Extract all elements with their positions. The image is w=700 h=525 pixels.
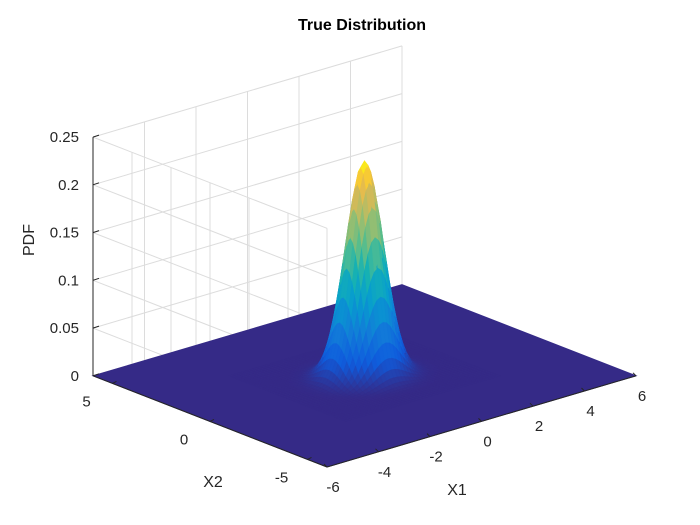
- y-axis-label: X2: [203, 474, 223, 491]
- y-tick-label: 5: [82, 393, 90, 410]
- x-tick-label: 0: [483, 433, 491, 450]
- z-tick-mark: [92, 373, 100, 377]
- x-tick-mark: [375, 448, 379, 453]
- z-tick-mark: [92, 182, 100, 186]
- x-axis-label: X1: [447, 482, 467, 499]
- y-tick-mark: [307, 456, 312, 460]
- x-tick-label: -4: [378, 464, 391, 481]
- z-tick-mark: [92, 277, 100, 281]
- z-tick-label: 0.1: [58, 272, 79, 289]
- x-tick-mark: [426, 433, 431, 437]
- x-tick-mark: [323, 463, 328, 468]
- y-tick-label: 0: [180, 431, 188, 448]
- x-tick-label: -2: [429, 449, 442, 466]
- z-axis-label: PDF: [21, 224, 38, 256]
- x-tick-mark: [529, 402, 534, 407]
- z-tick-label: 0.05: [50, 320, 79, 337]
- axes: [92, 134, 637, 468]
- y-tick-label: -5: [275, 469, 288, 486]
- z-tick-label: 0.15: [50, 225, 79, 242]
- z-tick-mark: [92, 325, 100, 329]
- x-tick-label: -6: [326, 479, 339, 496]
- x-tick-label: 4: [586, 403, 594, 420]
- x-tick-mark: [632, 372, 637, 377]
- z-tick-label: 0.25: [50, 129, 79, 146]
- y-tick-mark: [112, 380, 117, 384]
- z-tick-mark: [92, 134, 100, 138]
- y-tick-mark: [209, 418, 215, 422]
- x-tick-mark: [581, 387, 585, 392]
- z-tick-label: 0: [71, 368, 79, 385]
- chart-title: True Distribution: [298, 17, 426, 34]
- z-tick-label: 0.2: [58, 177, 79, 194]
- surface-patch: [493, 374, 502, 378]
- surface: [91, 160, 638, 468]
- x-tick-mark: [478, 418, 482, 422]
- x-tick-label: 2: [535, 418, 543, 435]
- x-tick-label: 6: [638, 388, 646, 405]
- z-tick-mark: [92, 230, 100, 234]
